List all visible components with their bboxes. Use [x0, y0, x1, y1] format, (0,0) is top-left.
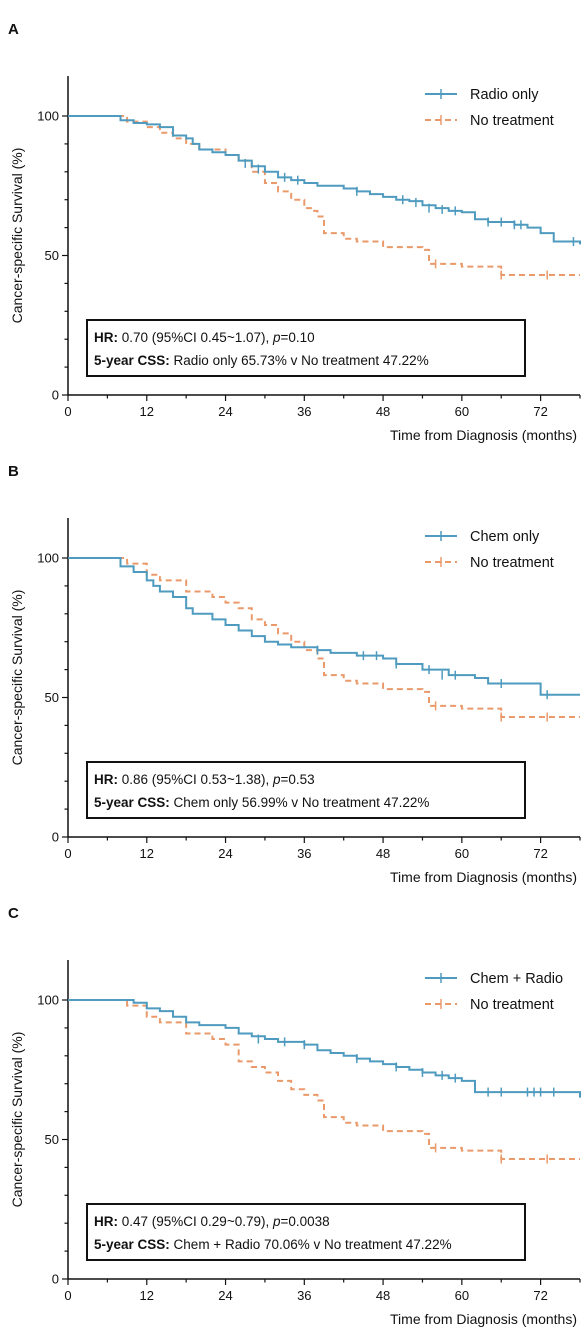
annotation-line-hr: HR: 0.70 (95%CI 0.45~1.07), p=0.10	[94, 330, 315, 345]
y-axis-title: Cancer-specific Survival (%)	[9, 148, 25, 324]
y-tick-label: 100	[37, 551, 59, 566]
km-curve	[68, 999, 581, 1098]
y-axis-title: Cancer-specific Survival (%)	[9, 1032, 25, 1208]
annotation-box	[86, 319, 526, 377]
legend-entry: No treatment	[470, 113, 554, 129]
x-tick-label: 0	[64, 404, 71, 419]
x-tick-label: 36	[297, 404, 311, 419]
y-tick-label: 100	[37, 109, 59, 124]
annotation-line-hr: HR: 0.86 (95%CI 0.53~1.38), p=0.53	[94, 772, 315, 787]
x-tick-label: 12	[140, 846, 154, 861]
x-tick-label: 48	[376, 846, 390, 861]
y-tick-label: 0	[52, 830, 59, 845]
series-treatment	[68, 115, 581, 247]
x-tick-label: 60	[455, 404, 469, 419]
panel-b: B 0 50 100 0 12 24 36 48 60 72 Time from Diagnosis …	[8, 463, 581, 885]
y-tick-label: 50	[45, 248, 59, 263]
km-curve	[68, 999, 580, 1161]
y-tick-label: 0	[52, 388, 59, 403]
annotation-line-css: 5-year CSS: Chem + Radio 70.06% v No tre…	[94, 1237, 452, 1252]
p-symbol: p	[272, 1214, 281, 1229]
series-no-treatment	[68, 115, 580, 280]
x-tick-label: 48	[376, 404, 390, 419]
x-tick-label: 24	[218, 1288, 232, 1303]
x-tick-label: 48	[376, 1288, 390, 1303]
legend-entry: No treatment	[470, 997, 554, 1013]
css-value: Chem only 56.99% v No treatment 47.22%	[170, 795, 430, 810]
annotation-line-hr: HR: 0.47 (95%CI 0.29~0.79), p=0.0038	[94, 1214, 330, 1229]
css-label: 5-year CSS:	[94, 353, 170, 368]
x-tick-label: 0	[64, 846, 71, 861]
legend-entry: Chem only	[470, 529, 540, 545]
x-tick-label: 72	[533, 404, 547, 419]
x-tick-label: 24	[218, 846, 232, 861]
p-value: =0.10	[281, 330, 315, 345]
x-tick-label: 36	[297, 1288, 311, 1303]
km-curve	[68, 557, 580, 719]
y-tick-label: 50	[45, 1132, 59, 1147]
series-treatment	[68, 557, 580, 700]
legend-entry: No treatment	[470, 555, 554, 571]
hr-value: 0.70 (95%CI 0.45~1.07),	[118, 330, 273, 345]
panel-letter: A	[8, 21, 19, 38]
x-axis-title: Time from Diagnosis (months)	[390, 427, 577, 443]
series-no-treatment	[68, 557, 580, 722]
hr-value: 0.47 (95%CI 0.29~0.79),	[118, 1214, 273, 1229]
series-treatment	[68, 999, 581, 1098]
x-tick-label: 0	[64, 1288, 71, 1303]
legend-entry: Chem + Radio	[470, 971, 563, 987]
km-curve	[68, 557, 580, 696]
css-value: Chem + Radio 70.06% v No treatment 47.22…	[170, 1237, 452, 1252]
css-value: Radio only 65.73% v No treatment 47.22%	[170, 353, 429, 368]
x-tick-label: 60	[455, 1288, 469, 1303]
x-axis-title: Time from Diagnosis (months)	[390, 1311, 577, 1327]
p-symbol: p	[272, 330, 281, 345]
hr-label: HR:	[94, 330, 118, 345]
x-tick-label: 72	[533, 1288, 547, 1303]
km-curve	[68, 115, 580, 277]
panel-letter: C	[8, 905, 19, 922]
y-tick-label: 0	[52, 1272, 59, 1287]
panel-a: A 0 50 100 0 12 24 36 48 60 72 Time from Diagnosis …	[8, 21, 581, 443]
hr-label: HR:	[94, 772, 118, 787]
x-tick-label: 60	[455, 846, 469, 861]
y-axis-title: Cancer-specific Survival (%)	[9, 590, 25, 766]
annotation-box	[86, 1203, 526, 1261]
x-tick-label: 12	[140, 404, 154, 419]
panel-c: C 0 50 100 0 12 24 36 48 60 72 Time from Diagnosis …	[8, 905, 581, 1327]
x-tick-label: 12	[140, 1288, 154, 1303]
annotation-box	[86, 761, 526, 819]
css-label: 5-year CSS:	[94, 1237, 170, 1252]
x-tick-label: 24	[218, 404, 232, 419]
hr-label: HR:	[94, 1214, 118, 1229]
annotation-line-css: 5-year CSS: Radio only 65.73% v No treat…	[94, 353, 429, 368]
css-label: 5-year CSS:	[94, 795, 170, 810]
hr-value: 0.86 (95%CI 0.53~1.38),	[118, 772, 273, 787]
x-tick-label: 36	[297, 846, 311, 861]
p-value: =0.0038	[281, 1214, 330, 1229]
annotation-line-css: 5-year CSS: Chem only 56.99% v No treatm…	[94, 795, 429, 810]
panel-letter: B	[8, 463, 19, 480]
y-tick-label: 100	[37, 993, 59, 1008]
p-symbol: p	[272, 772, 281, 787]
legend-entry: Radio only	[470, 87, 539, 103]
series-no-treatment	[68, 999, 580, 1164]
p-value: =0.53	[281, 772, 315, 787]
x-axis-title: Time from Diagnosis (months)	[390, 869, 577, 885]
y-tick-label: 50	[45, 690, 59, 705]
x-tick-label: 72	[533, 846, 547, 861]
